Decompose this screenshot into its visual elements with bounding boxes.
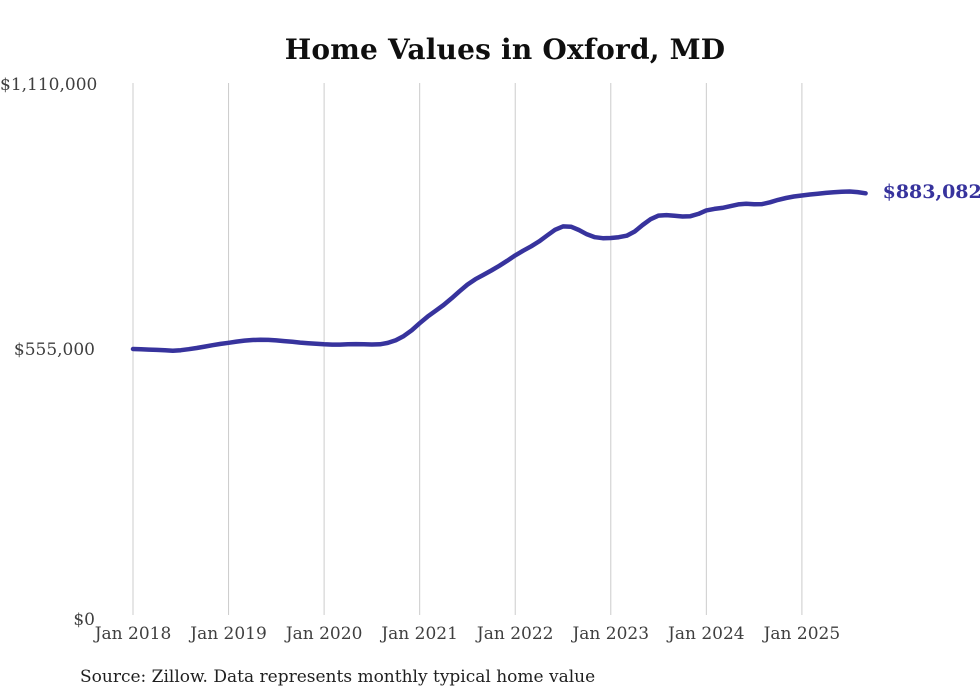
source-note: Source: Zillow. Data represents monthly … xyxy=(80,667,596,687)
x-axis-tick-label-jan-2024: Jan 2024 xyxy=(668,624,745,644)
y-axis-tick-label-top: $1,110,000 xyxy=(0,75,98,95)
x-axis-tick-label-jan-2020: Jan 2020 xyxy=(285,624,363,644)
latest-value-label: $883,082 xyxy=(882,181,980,204)
gridlines xyxy=(132,83,803,615)
x-axis-tick-label-jan-2019: Jan 2019 xyxy=(190,624,267,644)
chart-title: Home Values in Oxford, MD xyxy=(284,33,726,66)
y-axis-tick-label-zero: $0 xyxy=(73,610,95,630)
x-axis-tick-label-jan-2022: Jan 2022 xyxy=(476,624,554,644)
home-value-line xyxy=(130,189,868,353)
x-axis-tick-label-jan-2021: Jan 2021 xyxy=(381,624,458,644)
x-axis-tick-label-jan-2025: Jan 2025 xyxy=(763,624,841,644)
x-axis-tick-label-jan-2023: Jan 2023 xyxy=(572,624,650,644)
x-axis-tick-label-jan-2018: Jan 2018 xyxy=(94,624,172,644)
y-axis-tick-label-middle: $555,000 xyxy=(13,340,95,360)
